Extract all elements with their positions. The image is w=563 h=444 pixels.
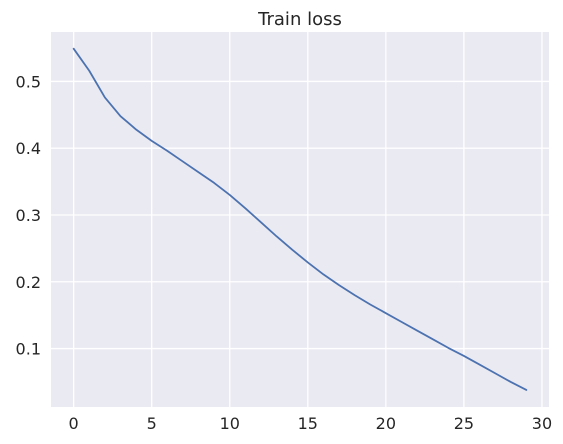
- x-tick-label: 30: [532, 414, 552, 433]
- x-tick-label: 15: [298, 414, 318, 433]
- grid-lines: [51, 32, 549, 407]
- x-tick-label: 25: [454, 414, 474, 433]
- plot-background: [51, 32, 549, 407]
- train-loss-line: [72, 47, 528, 391]
- y-tick-label: 0.4: [16, 139, 41, 158]
- chart-title: Train loss: [257, 9, 342, 30]
- y-tick-label: 0.1: [16, 340, 41, 359]
- y-tick-label: 0.2: [16, 273, 41, 292]
- x-tick-label: 0: [69, 414, 79, 433]
- y-axis-tick-labels: 0.1 0.2 0.3 0.4 0.5: [16, 72, 41, 358]
- y-tick-label: 0.5: [16, 72, 41, 91]
- x-tick-label: 20: [376, 414, 396, 433]
- x-tick-label: 5: [147, 414, 157, 433]
- x-axis-tick-labels: 0 5 10 15 20 25 30: [69, 414, 553, 433]
- x-tick-label: 10: [220, 414, 240, 433]
- y-tick-label: 0.3: [16, 206, 41, 225]
